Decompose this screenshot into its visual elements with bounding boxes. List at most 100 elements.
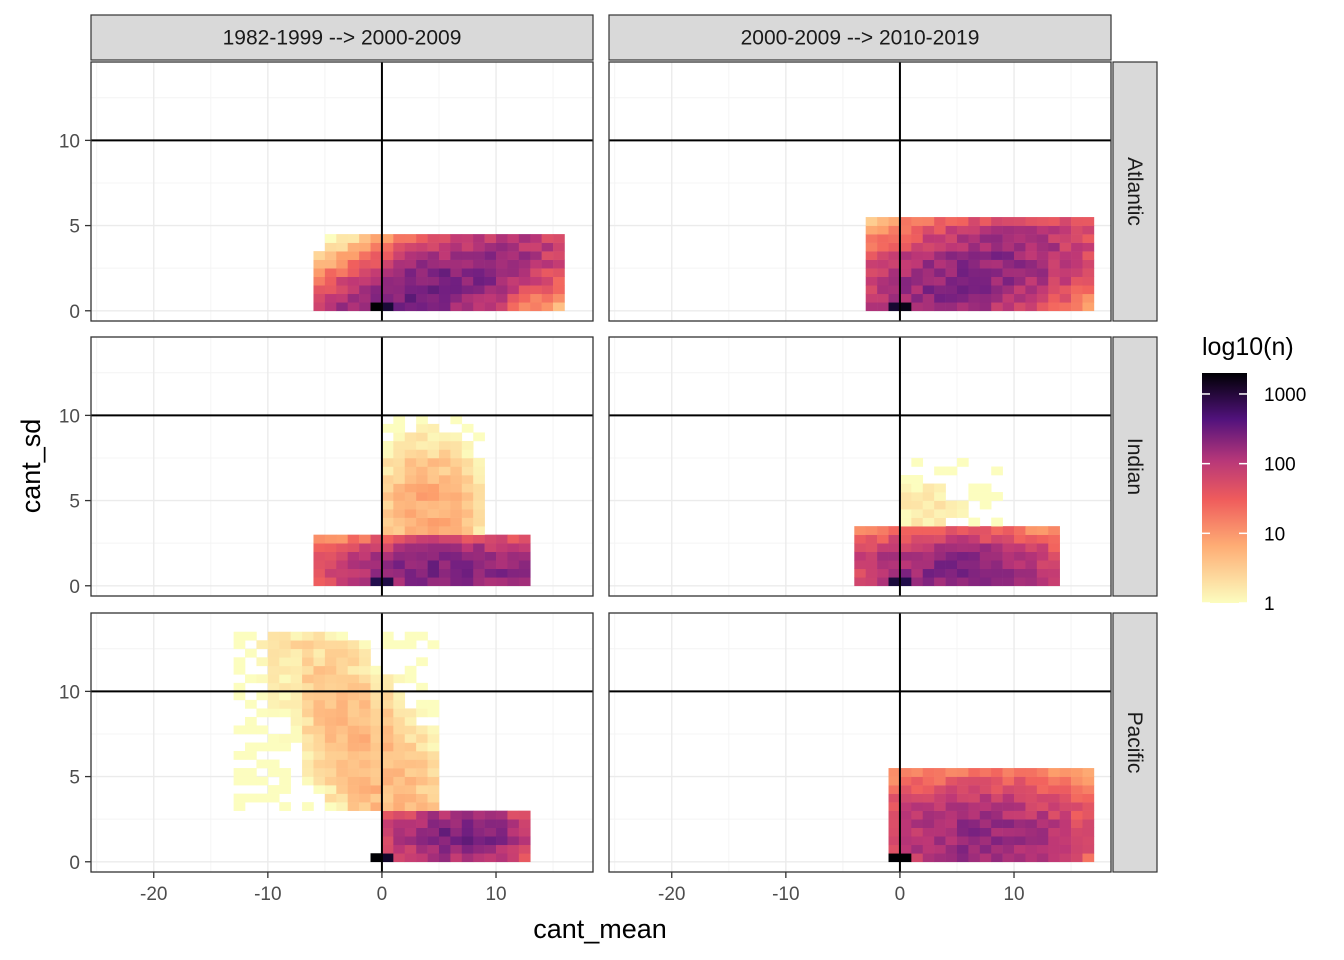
heatmap-bin	[1071, 251, 1083, 260]
heatmap-bin	[888, 793, 901, 803]
heatmap-bin	[404, 285, 417, 295]
heatmap-bin	[945, 534, 958, 544]
heatmap-bin	[934, 466, 946, 476]
heatmap-bin	[404, 776, 417, 786]
heatmap-bin	[461, 568, 474, 578]
heatmap-bin	[518, 568, 531, 578]
heatmap-bin	[450, 457, 463, 467]
heatmap-bin	[956, 819, 969, 828]
heatmap-bin	[1071, 844, 1083, 854]
heatmap-bin	[302, 691, 314, 701]
heatmap-bin	[496, 836, 508, 846]
heatmap-bin	[404, 742, 417, 752]
heatmap-bin	[461, 819, 474, 828]
heatmap-bin	[1059, 819, 1072, 828]
heatmap-bin	[1082, 268, 1095, 277]
heatmap-bin	[911, 577, 924, 587]
heatmap-bin	[302, 657, 314, 667]
heatmap-bin	[911, 568, 924, 578]
heatmap-bin	[336, 785, 349, 794]
heatmap-bin	[1036, 225, 1049, 235]
heatmap-bin	[438, 234, 451, 243]
heatmap-bin	[1002, 534, 1015, 544]
heatmap-bin	[461, 285, 474, 295]
heatmap-bin	[393, 234, 406, 243]
heatmap-bin	[888, 225, 901, 235]
heatmap-bin	[381, 708, 394, 718]
heatmap-bin	[991, 802, 1003, 811]
heatmap-bin	[359, 665, 371, 675]
heatmap-bin	[473, 819, 485, 828]
heatmap-bin	[1082, 819, 1095, 828]
heatmap-bin	[911, 285, 924, 295]
heatmap-bin	[233, 665, 246, 675]
y-tick-label: 0	[69, 577, 80, 598]
heatmap-bin	[370, 768, 383, 777]
heatmap-bin	[347, 742, 360, 752]
heatmap-bin	[1071, 802, 1083, 811]
heatmap-bin	[336, 776, 349, 786]
heatmap-bin	[336, 657, 349, 667]
heatmap-bin	[347, 276, 360, 286]
heatmap-bin	[1059, 268, 1072, 277]
heatmap-bin	[450, 844, 463, 854]
heatmap-bin	[1014, 234, 1026, 243]
heatmap-bin	[416, 415, 428, 425]
heatmap-bin	[438, 844, 451, 854]
heatmap-bin	[370, 776, 383, 786]
heatmap-bin	[518, 810, 531, 820]
x-tick-label: -20	[140, 884, 167, 905]
heatmap-bin	[553, 268, 565, 277]
heatmap-bin	[922, 836, 935, 846]
heatmap-bin	[393, 285, 406, 295]
heatmap-bin	[438, 827, 451, 837]
heatmap-bin	[922, 827, 935, 837]
heatmap-bin	[245, 725, 257, 735]
x-tick-label: 10	[485, 884, 506, 905]
heatmap-bin	[888, 302, 901, 312]
heatmap-bin	[899, 560, 912, 570]
heatmap-bin	[438, 836, 451, 846]
heatmap-bin	[461, 242, 474, 252]
heatmap-bin	[416, 776, 428, 786]
heatmap-bin	[1036, 242, 1049, 252]
heatmap-bin	[979, 853, 992, 863]
heatmap-bin	[922, 543, 935, 552]
heatmap-bin	[1025, 802, 1038, 811]
heatmap-bin	[911, 492, 924, 501]
heatmap-bin	[324, 742, 337, 752]
facet-strip-label: Indian	[1123, 438, 1146, 495]
heatmap-bin	[991, 785, 1003, 794]
heatmap-bin	[324, 691, 337, 701]
heatmap-bin	[507, 810, 520, 820]
heatmap-bin	[370, 708, 383, 718]
heatmap-bin	[313, 568, 326, 578]
heatmap-bin	[438, 251, 451, 260]
heatmap-bin	[427, 568, 440, 578]
heatmap-bin	[450, 475, 463, 484]
heatmap-bin	[484, 853, 497, 863]
heatmap-bin	[427, 475, 440, 484]
heatmap-bin	[404, 716, 417, 726]
heatmap-bin	[1071, 268, 1083, 277]
heatmap-bin	[1071, 827, 1083, 837]
heatmap-bin	[347, 708, 360, 718]
heatmap-bin	[290, 640, 303, 650]
heatmap-bin	[968, 568, 981, 578]
heatmap-bin	[302, 733, 314, 743]
heatmap-bin	[1071, 293, 1083, 303]
heatmap-bin	[267, 699, 280, 709]
heatmap-bin	[979, 551, 992, 561]
heatmap-bin	[404, 568, 417, 578]
heatmap-bin	[922, 242, 935, 252]
facet-strip-col-2: 2000-2009 --> 2010-2019	[608, 14, 1112, 61]
heatmap-bin	[324, 631, 337, 641]
heatmap-bin	[473, 483, 485, 493]
heatmap-bin	[956, 793, 969, 803]
heatmap-bin	[336, 568, 349, 578]
legend-break-label: 1000	[1264, 385, 1306, 406]
heatmap-bin	[911, 302, 924, 312]
heatmap-bin	[979, 577, 992, 587]
heatmap-bin	[313, 733, 326, 743]
heatmap-bin	[336, 751, 349, 760]
